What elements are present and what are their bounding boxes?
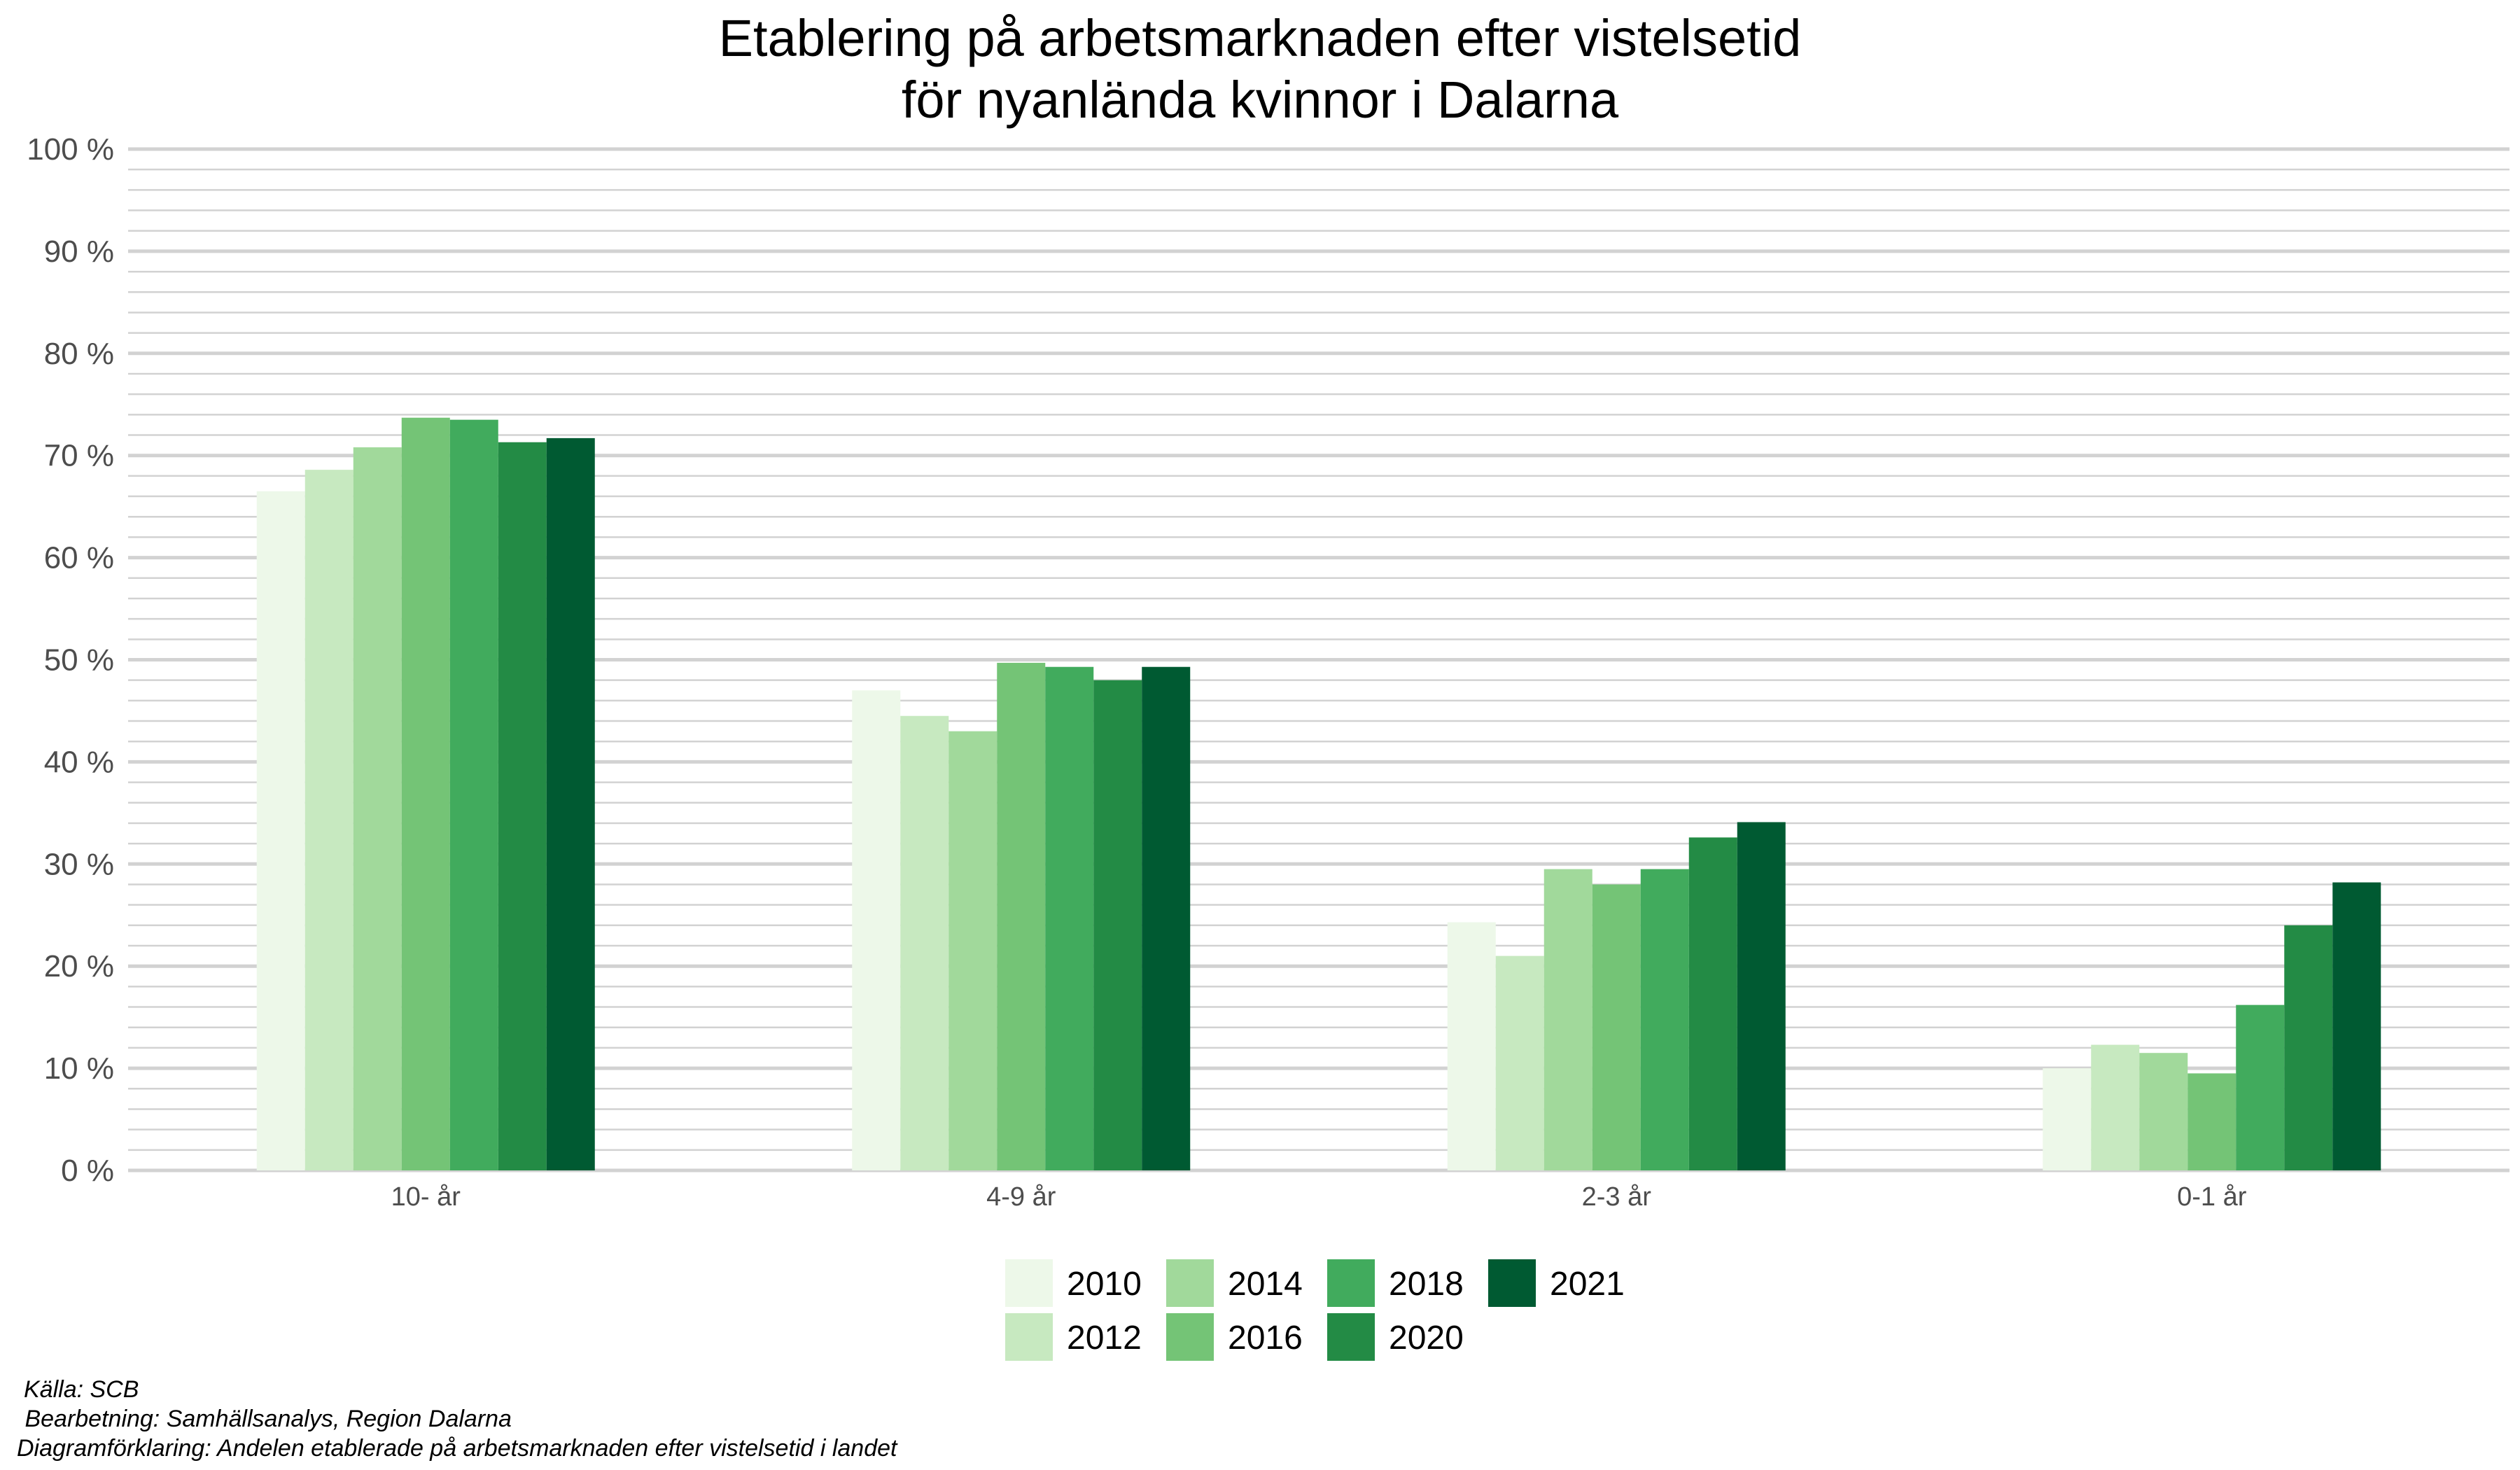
bar-2010-1: [852, 690, 901, 1170]
bar-2012-2: [1495, 955, 1544, 1170]
y-tick-label: 20 %: [44, 949, 114, 983]
bar-2018-1: [1045, 666, 1094, 1170]
bar-2018-3: [2236, 1004, 2285, 1170]
bar-2016-0: [401, 417, 450, 1170]
bar-2014-2: [1544, 869, 1592, 1170]
bar-2020-2: [1688, 837, 1737, 1170]
legend-swatch-2012: [1005, 1313, 1053, 1361]
chart-title-line-1: Etablering på arbetsmarknaden efter vist…: [719, 9, 1802, 67]
legend-label-2021: 2021: [1550, 1266, 1625, 1303]
legend-swatch-2018: [1327, 1259, 1375, 1307]
legend: 2010 2012 2014 2016 2018 2020 2021: [1005, 1259, 1625, 1361]
x-tick-label: 2-3 år: [1582, 1182, 1652, 1212]
bar-2012-3: [2091, 1044, 2140, 1170]
x-tick-label: 0-1 år: [2177, 1182, 2247, 1212]
bar-2020-1: [1093, 680, 1142, 1170]
y-tick-label: 10 %: [44, 1051, 114, 1086]
legend-swatch-2014: [1166, 1259, 1214, 1307]
y-tick-label: 90 %: [44, 234, 114, 269]
bar-2010-2: [1447, 922, 1496, 1170]
x-tick-label: 10- år: [391, 1182, 461, 1212]
bar-2012-0: [304, 470, 354, 1170]
legend-label-2010: 2010: [1067, 1266, 1142, 1303]
bar-2016-1: [997, 662, 1046, 1170]
captions: Källa: SCB Bearbetning: Samhällsanalys, …: [17, 1376, 898, 1462]
y-tick-label: 100 %: [27, 132, 114, 167]
caption-source: Källa: SCB: [24, 1376, 139, 1403]
legend-swatch-2016: [1166, 1313, 1214, 1361]
bar-2021-2: [1737, 822, 1786, 1170]
legend-swatch-2021: [1488, 1259, 1536, 1307]
y-tick-label: 80 %: [44, 337, 114, 371]
bar-2020-0: [498, 442, 547, 1171]
legend-label-2016: 2016: [1228, 1320, 1303, 1357]
legend-label-2012: 2012: [1067, 1320, 1142, 1357]
legend-label-2018: 2018: [1389, 1266, 1464, 1303]
bar-2010-0: [256, 491, 305, 1170]
y-tick-label: 50 %: [44, 643, 114, 678]
y-tick-label: 40 %: [44, 745, 114, 779]
bar-2010-3: [2043, 1068, 2092, 1170]
legend-swatch-2010: [1005, 1259, 1053, 1307]
bar-2016-2: [1592, 884, 1641, 1170]
x-axis-ticks: 10- år 4-9 år 2-3 år 0-1 år: [391, 1182, 2247, 1212]
legend-swatch-2020: [1327, 1313, 1375, 1361]
y-tick-label: 60 %: [44, 541, 114, 575]
y-axis-ticks: 0 % 10 % 20 % 30 % 40 % 50 % 60 % 70 % 80 % 90 % 1…: [27, 132, 114, 1188]
bars: [256, 417, 2381, 1171]
caption-processing: Bearbetning: Samhällsanalys, Region Dala…: [18, 1406, 512, 1432]
bar-2012-1: [900, 715, 949, 1170]
chart-title: Etablering på arbetsmarknaden efter vist…: [719, 9, 1802, 129]
y-tick-label: 70 %: [44, 439, 114, 473]
chart-title-line-2: för nyanlända kvinnor i Dalarna: [902, 71, 1619, 129]
caption-explanation: Diagramförklaring: Andelen etablerade på…: [17, 1435, 898, 1462]
bar-2020-3: [2284, 925, 2333, 1170]
bar-2021-3: [2332, 882, 2381, 1170]
y-tick-label: 0 %: [61, 1154, 114, 1188]
bar-2014-3: [2139, 1053, 2188, 1170]
bar-2014-1: [948, 731, 997, 1170]
bar-2014-0: [353, 447, 402, 1170]
x-tick-label: 4-9 år: [986, 1182, 1056, 1212]
bar-2018-2: [1640, 869, 1689, 1170]
bar-2018-0: [449, 419, 498, 1170]
bar-2021-1: [1142, 666, 1191, 1170]
legend-label-2020: 2020: [1389, 1320, 1464, 1357]
bar-2016-3: [2188, 1073, 2236, 1170]
bar-2021-0: [546, 438, 595, 1170]
legend-label-2014: 2014: [1228, 1266, 1303, 1303]
y-tick-label: 30 %: [44, 847, 114, 881]
